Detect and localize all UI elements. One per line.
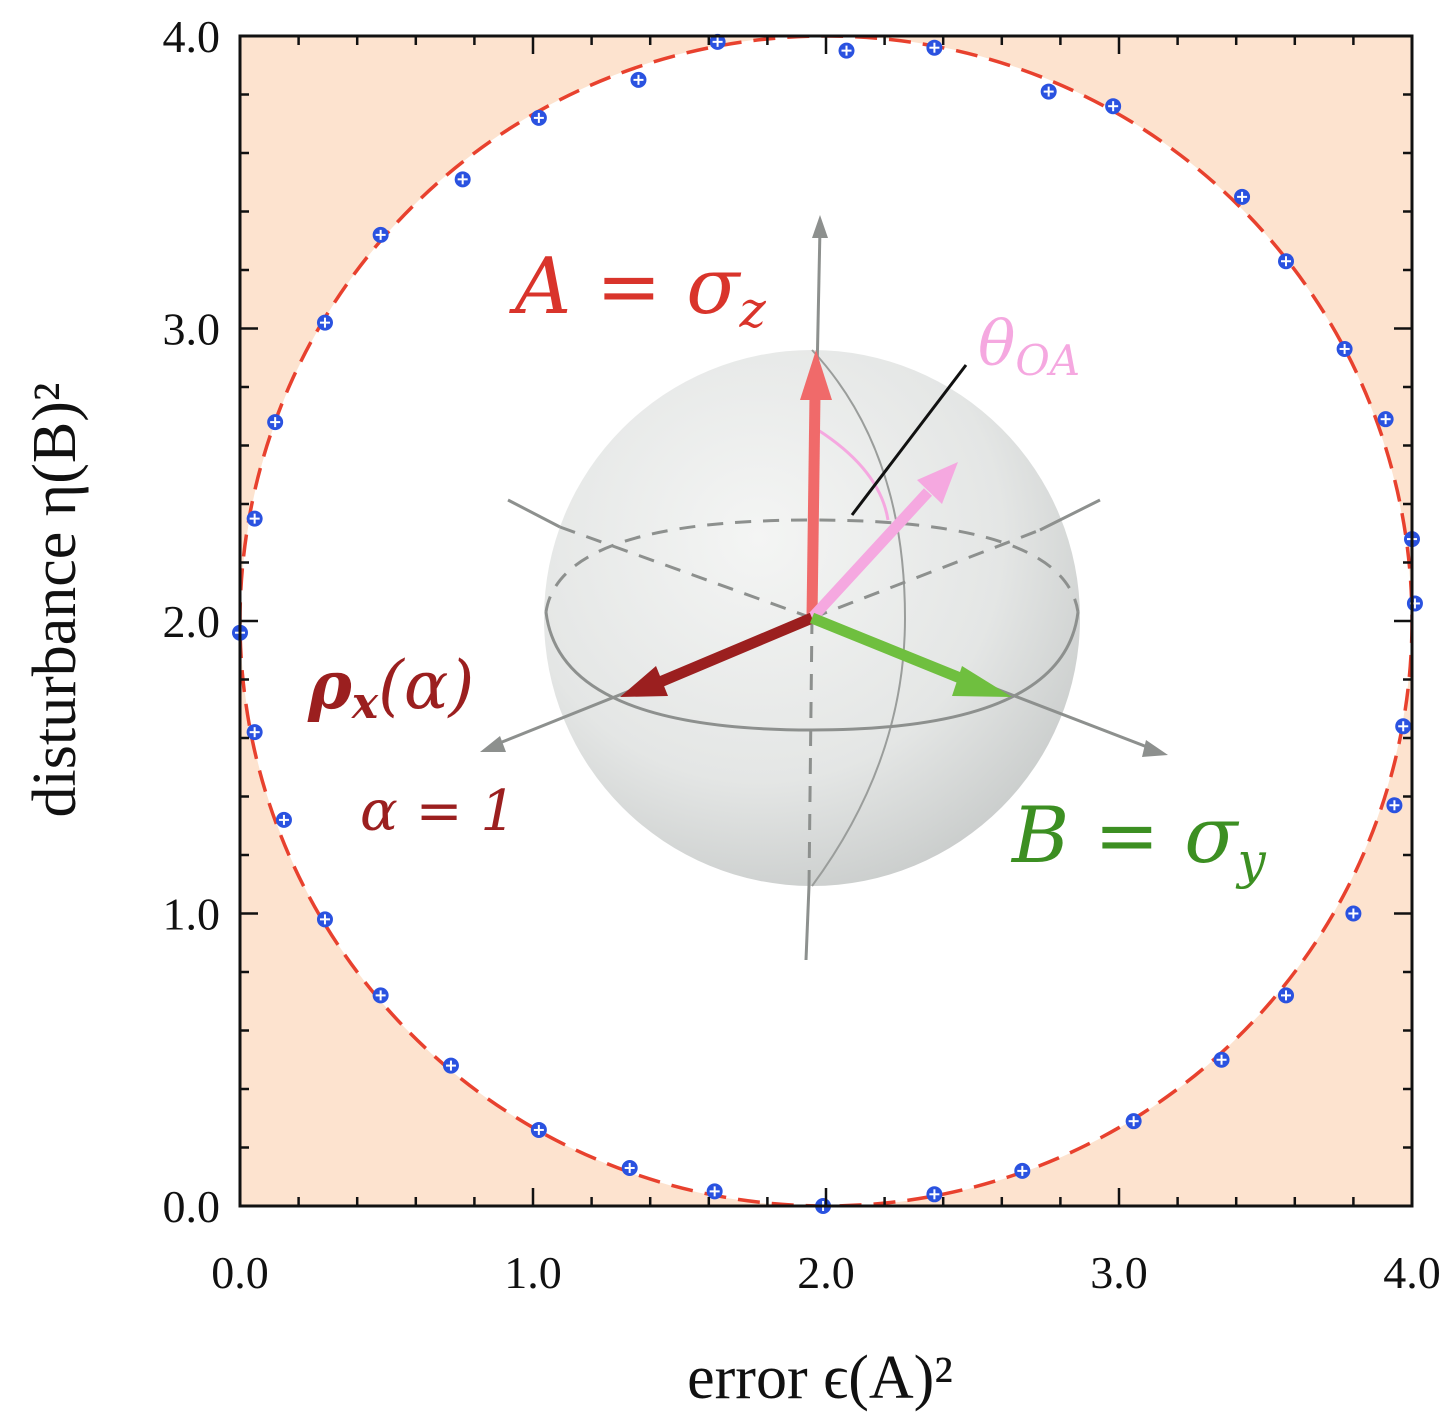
data-point — [267, 414, 284, 431]
data-point — [316, 911, 333, 928]
B-arrow-head — [952, 666, 1012, 697]
x-tick-label: 0.0 — [211, 1247, 269, 1298]
data-point — [372, 226, 389, 243]
data-point — [926, 39, 943, 56]
data-point — [621, 1159, 638, 1176]
rho-arrow-head — [620, 666, 668, 697]
y-axis-title: disturbance η(B)² — [21, 383, 89, 818]
z-axis-arrowhead — [812, 215, 828, 238]
data-point — [372, 987, 389, 1004]
data-point — [926, 1186, 943, 1203]
B-label: B = σy — [1010, 791, 1267, 890]
B-arrow-shaft — [809, 612, 973, 688]
y-tick-label: 0.0 — [163, 1181, 221, 1232]
rho-label: ρx(α) — [307, 646, 474, 729]
x-axis-back — [507, 498, 561, 529]
data-point — [1406, 595, 1423, 612]
x-tick-label: 3.0 — [1090, 1247, 1148, 1298]
data-point — [1125, 1113, 1142, 1130]
data-point — [1336, 340, 1353, 357]
x-axis-title: error ϵ(A)² — [687, 1344, 953, 1412]
data-point — [630, 71, 647, 88]
data-point — [1395, 718, 1412, 735]
data-point — [246, 724, 263, 741]
data-point — [316, 314, 333, 331]
bloch-sphere-inset: A = σz θOA ρx(α) α = 1 B = σy — [307, 215, 1267, 961]
data-point — [454, 171, 471, 188]
y-tick-label: 3.0 — [163, 304, 221, 355]
A-label: A = σz — [509, 242, 767, 339]
equator-front — [544, 611, 1080, 732]
equator-back — [544, 518, 1080, 613]
y-axis-back-dashed — [811, 528, 1041, 620]
theta-label: θOA — [978, 307, 1080, 385]
data-point — [1386, 797, 1403, 814]
data-point — [530, 1121, 547, 1138]
data-point — [1105, 98, 1122, 115]
sphere-meridian — [811, 349, 907, 887]
data-point — [1040, 83, 1057, 100]
y-tick-label: 4.0 — [163, 11, 221, 62]
A-arrow-head — [800, 350, 832, 400]
theta-arrow-head — [917, 462, 958, 504]
theta-arrow-shaft — [807, 488, 933, 622]
y-axis-back — [1039, 498, 1101, 532]
theta-pointer-line — [850, 364, 968, 516]
data-point — [1234, 188, 1251, 205]
A-arrow-shaft — [806, 394, 821, 619]
data-point — [1377, 411, 1394, 428]
data-point — [706, 1183, 723, 1200]
x-tick-label: 2.0 — [797, 1247, 855, 1298]
data-point — [1278, 253, 1295, 270]
y-axis-arrowhead — [1142, 740, 1168, 757]
x-tick-label: 1.0 — [504, 1247, 562, 1298]
data-point — [530, 109, 547, 126]
x-axis-arrowhead — [480, 736, 506, 752]
data-point — [246, 510, 263, 527]
y-tick-label: 2.0 — [163, 596, 221, 647]
data-point — [1213, 1051, 1230, 1068]
alpha-label: α = 1 — [360, 779, 516, 844]
data-point — [1014, 1162, 1031, 1179]
data-point — [275, 811, 292, 828]
z-axis-bottom — [804, 885, 811, 961]
theta-arc — [817, 428, 890, 521]
data-point — [838, 42, 855, 59]
x-tick-label: 4.0 — [1383, 1247, 1441, 1298]
data-point — [1278, 987, 1295, 1004]
rho-arrow-shaft — [657, 612, 815, 688]
data-point — [1345, 905, 1362, 922]
data-point — [709, 33, 726, 50]
data-point — [442, 1057, 459, 1074]
y-tick-label: 1.0 — [163, 889, 221, 940]
